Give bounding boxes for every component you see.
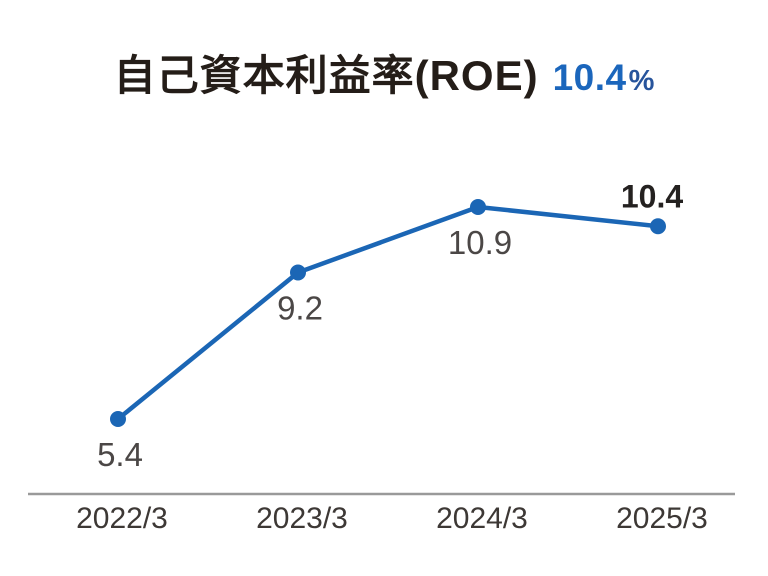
chart-title-highlight-unit: % [628, 65, 655, 97]
x-axis-tick-label: 2024/3 [436, 502, 528, 535]
data-point-label: 10.4 [621, 178, 683, 214]
chart-title: 自己資本利益率(ROE) 10.4 % [0, 42, 768, 103]
data-point [290, 264, 306, 281]
chart-title-highlight-value: 10.4 [552, 57, 627, 98]
x-axis-tick-label: 2022/3 [76, 502, 168, 535]
data-point-label: 10.9 [448, 224, 512, 261]
data-point [650, 218, 666, 235]
x-axis-tick-label: 2023/3 [256, 502, 348, 535]
data-point [110, 411, 126, 427]
trend-line [115, 204, 661, 422]
data-point [470, 198, 486, 215]
data-point-label: 5.4 [97, 436, 143, 473]
data-point-label: 9.2 [277, 290, 323, 327]
chart-title-text: 自己資本利益率(ROE) [113, 52, 539, 99]
x-axis-tick-label: 2025/3 [616, 502, 708, 535]
